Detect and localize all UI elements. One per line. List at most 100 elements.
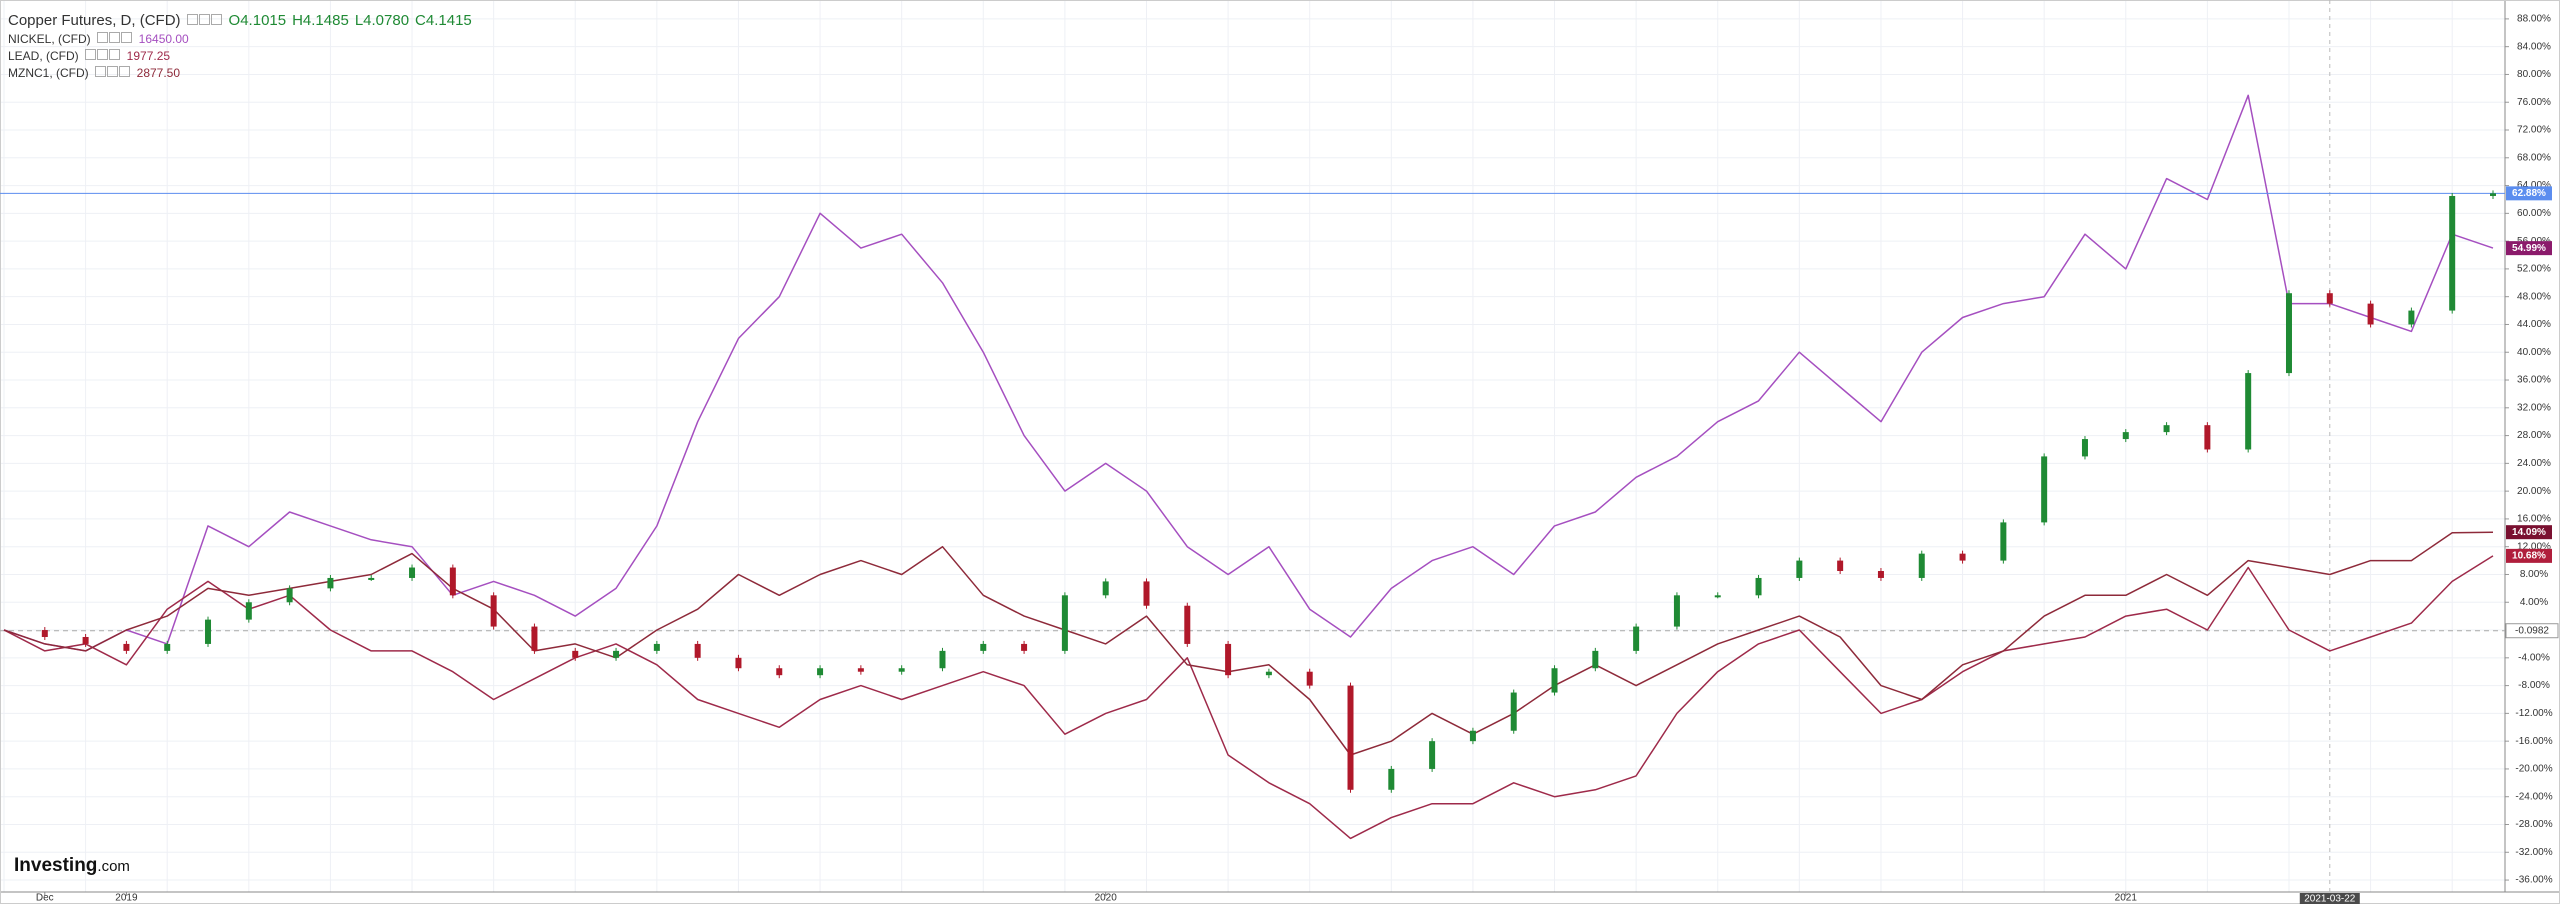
candle (205, 619, 212, 644)
candle (817, 668, 824, 676)
candle (939, 650, 946, 669)
legend-ohlc: H4.1485 (292, 11, 349, 29)
legend-icon (120, 31, 132, 43)
legend-icon (84, 48, 96, 60)
y-tick-label: 72.00% (2517, 125, 2551, 136)
y-tick-label: 8.00% (2520, 569, 2548, 580)
y-tick-label: -28.00% (2515, 819, 2552, 830)
end-badge (2506, 186, 2552, 201)
baseline-label: -0.0982 (2515, 625, 2549, 636)
candle (1061, 595, 1068, 651)
end-badge (2506, 548, 2552, 563)
candle (776, 668, 783, 676)
candle (2081, 439, 2088, 457)
y-tick-label: 64.00% (2517, 180, 2551, 191)
candle (2122, 432, 2129, 440)
y-tick-label: -8.00% (2518, 680, 2550, 691)
legend-icon (108, 48, 120, 60)
crosshair-badge (2299, 893, 2360, 904)
candle (1592, 650, 1599, 669)
candle (2204, 425, 2211, 450)
candle (1510, 692, 1517, 731)
series-line (3, 531, 2494, 756)
candle (1429, 741, 1436, 769)
candle (1877, 571, 1884, 578)
y-tick-label: 68.00% (2517, 152, 2551, 163)
candle (613, 650, 620, 658)
legend-ohlc: C4.1415 (415, 11, 472, 29)
y-tick-label: 84.00% (2517, 41, 2551, 52)
y-tick-label: -24.00% (2515, 791, 2552, 802)
legend: Copper Futures, D, (CFD) O4.1015 H4.1485 L4… (8, 10, 472, 81)
y-tick-label: -4.00% (2518, 652, 2550, 663)
y-tick-label: -12.00% (2515, 708, 2552, 719)
legend-ohlc: O4.1015 (228, 11, 287, 29)
x-tick-label: 2019 (115, 893, 138, 904)
x-tick-label: 2021 (2115, 893, 2138, 904)
y-tick-label: 28.00% (2517, 430, 2551, 441)
y-tick-label: 52.00% (2517, 264, 2551, 275)
y-tick-label: 20.00% (2517, 486, 2551, 497)
candle (735, 657, 742, 669)
candle (1755, 577, 1762, 596)
candle (41, 630, 48, 637)
y-tick-label: 4.00% (2520, 597, 2548, 608)
candle (531, 626, 538, 651)
legend-icon (96, 31, 108, 43)
candle (1714, 595, 1721, 598)
series-line (3, 94, 2494, 652)
candle (1388, 768, 1395, 790)
end-label: 10.68% (2512, 551, 2546, 562)
candle (123, 643, 130, 651)
candle (2490, 193, 2496, 196)
y-tick-label: 44.00% (2517, 319, 2551, 330)
candle (2449, 195, 2456, 311)
candle (572, 650, 579, 658)
candle (409, 567, 416, 578)
candle (1837, 560, 1844, 572)
candle (1265, 671, 1272, 676)
end-label: 62.88% (2512, 188, 2546, 199)
candle (286, 588, 293, 603)
legend-row: LEAD, (CFD) 1977.25 (8, 47, 472, 64)
candle (327, 577, 334, 589)
y-tick-label: -32.00% (2515, 847, 2552, 858)
legend-last: 16450.00 (138, 31, 189, 46)
legend-icons (96, 31, 133, 46)
legend-icon (108, 31, 120, 43)
end-label: 54.99% (2512, 243, 2546, 254)
y-tick-label: -36.00% (2515, 875, 2552, 886)
y-tick-label: 36.00% (2517, 375, 2551, 386)
y-tick-label: 12.00% (2517, 541, 2551, 552)
candle (898, 668, 905, 672)
brand-logo: Investing.com (14, 855, 130, 877)
brand-suffix: .com (97, 858, 130, 875)
legend-last: 2877.50 (136, 65, 181, 80)
candle (694, 643, 701, 658)
baseline-badge (2505, 623, 2559, 639)
legend-icon (210, 13, 222, 25)
candle (1102, 581, 1109, 596)
y-tick-label: 48.00% (2517, 291, 2551, 302)
legend-name: NICKEL, (CFD) (8, 31, 91, 46)
candle (1469, 730, 1476, 742)
candle (2285, 293, 2292, 374)
candle (857, 668, 864, 672)
candle (2041, 456, 2048, 523)
candle (82, 636, 89, 644)
legend-icon (106, 65, 118, 77)
candle (2163, 425, 2170, 433)
crosshair-label: 2021-03-22 (2304, 894, 2356, 904)
y-tick-label: -16.00% (2515, 736, 2552, 747)
y-tick-label: 88.00% (2517, 14, 2551, 25)
candle (490, 595, 497, 627)
candle (1347, 685, 1354, 790)
candle (1184, 605, 1191, 644)
candle (1306, 671, 1313, 686)
legend-name: Copper Futures, D, (CFD) (8, 11, 181, 29)
x-tick-label: Dec (36, 893, 54, 904)
candle (2000, 522, 2007, 561)
